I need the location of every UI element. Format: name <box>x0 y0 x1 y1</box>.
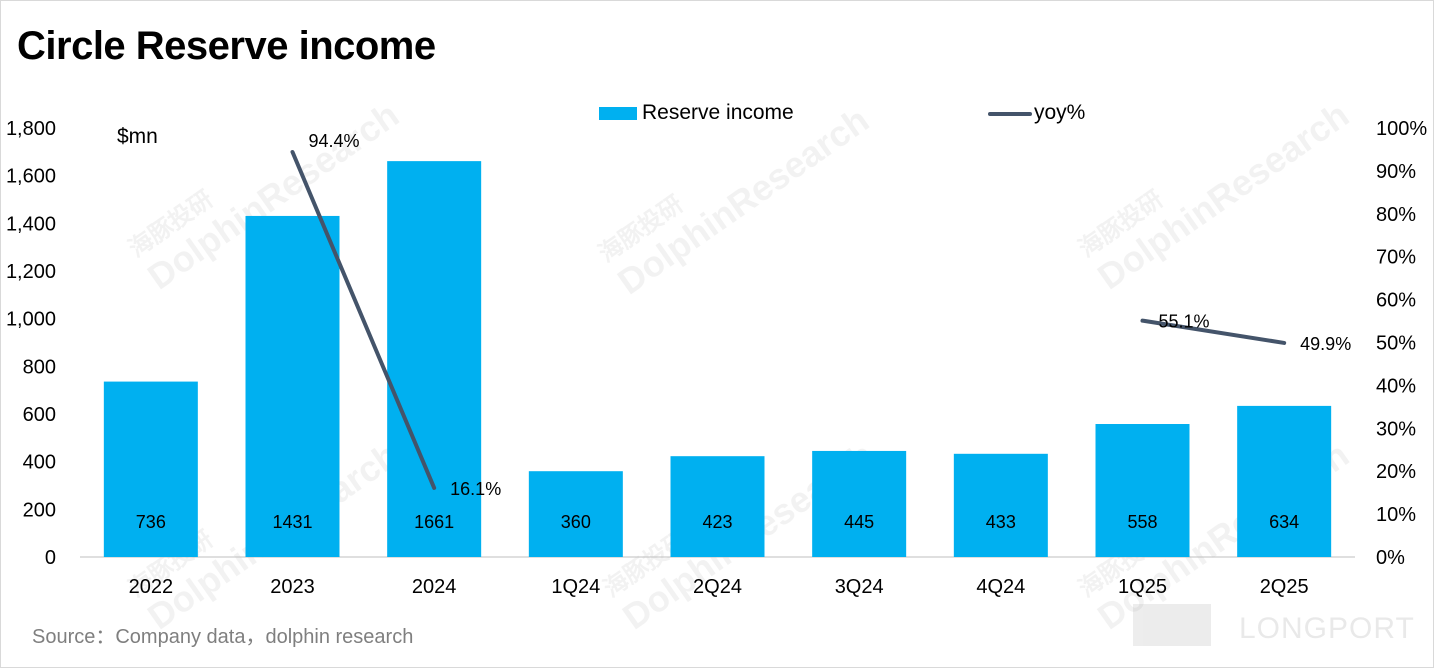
bar-value-label: 1661 <box>414 512 454 532</box>
y-left-tick-label: 1,600 <box>6 166 56 188</box>
yoy-data-label: 55.1% <box>1159 312 1210 332</box>
bar-value-label: 423 <box>702 512 732 532</box>
bar-value-label: 634 <box>1269 512 1299 532</box>
legend-label-bar: Reserve income <box>642 101 794 124</box>
y-left-tick-label: 200 <box>23 499 56 521</box>
y-right-tick-label: 90% <box>1376 161 1416 183</box>
chart-title: Circle Reserve income <box>17 24 436 68</box>
x-tick-label: 1Q24 <box>551 576 600 598</box>
yoy-line-segment <box>290 150 437 490</box>
x-tick-label: 4Q24 <box>976 576 1025 598</box>
y-right-tick-label: 10% <box>1376 504 1416 526</box>
x-tick-label: 2022 <box>129 576 174 598</box>
bar <box>528 471 623 557</box>
bar <box>670 456 765 557</box>
y-left-tick-label: 400 <box>23 452 56 474</box>
x-tick-label: 2024 <box>412 576 457 598</box>
y-left-tick-label: 800 <box>23 356 56 378</box>
bar-value-label: 445 <box>844 512 874 532</box>
legend-swatch-bar <box>599 107 637 120</box>
bar-value-label: 736 <box>136 512 166 532</box>
bar <box>245 215 340 557</box>
y-left-unit-label: $mn <box>117 125 158 148</box>
yoy-data-label: 16.1% <box>450 479 501 499</box>
x-tick-label: 2Q25 <box>1260 576 1309 598</box>
y-left-tick-label: 1,800 <box>6 118 56 140</box>
bar-value-label: 433 <box>986 512 1016 532</box>
x-tick-label: 2Q24 <box>693 576 742 598</box>
y-right-tick-label: 70% <box>1376 247 1416 269</box>
legend-label-line: yoy% <box>1034 101 1085 124</box>
y-left-tick-label: 1,000 <box>6 309 56 331</box>
y-left-tick-label: 1,200 <box>6 261 56 283</box>
yoy-data-label: 49.9% <box>1300 334 1351 354</box>
source-note: Source：Company data，dolphin research <box>32 626 414 648</box>
bar <box>103 381 198 557</box>
x-tick-label: 1Q25 <box>1118 576 1167 598</box>
bar-value-label: 1431 <box>272 512 312 532</box>
logo-text: LONGPORT <box>1239 612 1415 645</box>
x-tick-label: 3Q24 <box>835 576 884 598</box>
x-tick-label: 2023 <box>270 576 315 598</box>
longport-logo: LONGPORT <box>1133 598 1423 650</box>
yoy-data-label: 94.4% <box>309 131 360 151</box>
logo-mark-icon <box>1133 604 1211 646</box>
y-right-tick-label: 20% <box>1376 461 1416 483</box>
y-left-tick-label: 1,400 <box>6 213 56 235</box>
bar <box>387 161 482 557</box>
y-left-tick-label: 600 <box>23 404 56 426</box>
bar <box>812 450 907 557</box>
y-right-tick-label: 30% <box>1376 418 1416 440</box>
bar <box>1095 424 1190 557</box>
y-right-tick-label: 100% <box>1376 118 1427 140</box>
bar <box>1237 405 1332 557</box>
y-right-tick-label: 50% <box>1376 333 1416 355</box>
bar-value-label: 360 <box>561 512 591 532</box>
y-right-tick-label: 60% <box>1376 290 1416 312</box>
y-left-tick-label: 0 <box>45 547 56 569</box>
y-right-tick-label: 40% <box>1376 375 1416 397</box>
bar-value-label: 558 <box>1127 512 1157 532</box>
y-right-tick-label: 0% <box>1376 547 1405 569</box>
yoy-line-segment <box>1140 318 1287 345</box>
bar <box>953 453 1048 557</box>
y-right-tick-label: 80% <box>1376 204 1416 226</box>
